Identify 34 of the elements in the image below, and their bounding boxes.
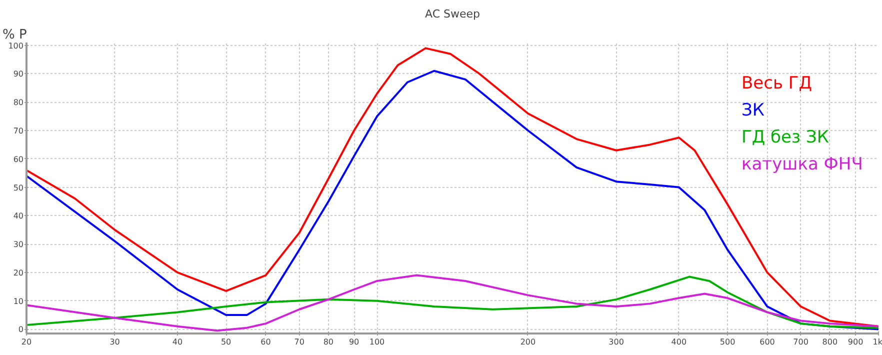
y-tick-label: 50 <box>13 183 24 192</box>
x-tick-label: 60 <box>260 338 271 346</box>
text: катушка ФНЧ <box>742 154 863 174</box>
x-tick-label: 70 <box>294 338 304 346</box>
x-tick-label: 900 <box>848 338 864 346</box>
x-tick-label: 30 <box>110 338 120 346</box>
x-tick-label: 20 <box>21 338 32 346</box>
y-axis-title: % P <box>2 28 27 42</box>
x-tick-label: 80 <box>323 338 334 346</box>
y-tick-label: 90 <box>13 70 24 79</box>
text: Весь ГД <box>742 74 812 94</box>
y-tick-label: 20 <box>13 268 24 278</box>
y-tick-label: 0 <box>18 325 24 334</box>
y-tick-label: 40 <box>13 212 24 221</box>
x-tick-label: 50 <box>220 338 232 346</box>
chart-title: AC Sweep <box>424 8 480 20</box>
x-tick-label: 800 <box>822 338 838 346</box>
x-tick-label: 90 <box>348 338 360 346</box>
text: ЗК <box>742 100 764 120</box>
y-tick-label: 10 <box>13 296 24 306</box>
y-tick-label: 70 <box>13 126 24 136</box>
x-tick-label: 500 <box>720 338 736 346</box>
x-tick-label: 100 <box>369 338 385 346</box>
x-tick-label: 40 <box>172 338 183 346</box>
x-tick-label: 200 <box>520 338 536 346</box>
y-tick-label: 80 <box>13 98 24 108</box>
x-tick-label: 400 <box>671 338 687 346</box>
x-tick-label: 700 <box>793 338 808 346</box>
y-tick-label: 60 <box>13 154 24 164</box>
y-tick-label: 100 <box>8 41 24 50</box>
x-tick-label: 600 <box>760 338 775 346</box>
x-tick-label: 300 <box>608 338 624 346</box>
y-tick-label: 30 <box>13 240 24 250</box>
text: ГД без ЗК <box>742 128 829 148</box>
